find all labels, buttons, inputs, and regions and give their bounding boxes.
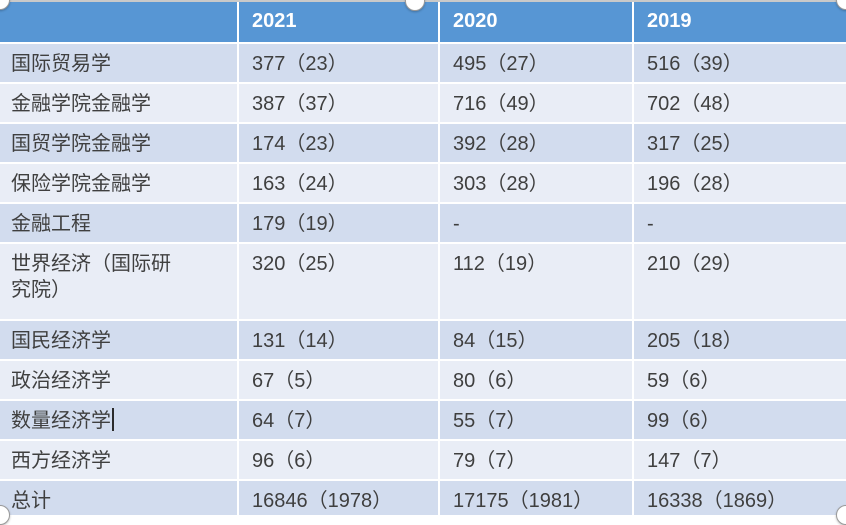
value-cell[interactable]: 320（25） xyxy=(237,242,438,319)
table-row: 政治经济学 67（5） 80（6） 59（6） xyxy=(0,359,846,399)
table-row: 国际贸易学 377（23） 495（27） 516（39） xyxy=(0,42,846,82)
value-cell[interactable]: 59（6） xyxy=(632,359,846,399)
value-cell[interactable]: 84（15） xyxy=(438,319,632,359)
row-label-cell[interactable]: 国民经济学 xyxy=(0,319,237,359)
table-row: 金融学院金融学 387（37） 716（49） 702（48） xyxy=(0,82,846,122)
table-row: 世界经济（国际研究院） 320（25） 112（19） 210（29） xyxy=(0,242,846,319)
value-cell[interactable]: - xyxy=(632,202,846,242)
row-label-cell[interactable]: 保险学院金融学 xyxy=(0,162,237,202)
value-cell[interactable]: 377（23） xyxy=(237,42,438,82)
value-cell[interactable]: 392（28） xyxy=(438,122,632,162)
value-cell[interactable]: 80（6） xyxy=(438,359,632,399)
table-row: 国民经济学 131（14） 84（15） 205（18） xyxy=(0,319,846,359)
table-row: 国贸学院金融学 174（23） 392（28） 317（25） xyxy=(0,122,846,162)
table-row: 保险学院金融学 163（24） 303（28） 196（28） xyxy=(0,162,846,202)
row-label-cell[interactable]: 国贸学院金融学 xyxy=(0,122,237,162)
value-cell[interactable]: 112（19） xyxy=(438,242,632,319)
value-cell[interactable]: 16338（1869） xyxy=(632,479,846,515)
table-header-row: 2021 2020 2019 xyxy=(0,0,846,42)
row-label-cell[interactable]: 国际贸易学 xyxy=(0,42,237,82)
value-cell[interactable]: 55（7） xyxy=(438,399,632,439)
value-cell[interactable]: 179（19） xyxy=(237,202,438,242)
value-cell[interactable]: - xyxy=(438,202,632,242)
column-header-blank[interactable] xyxy=(0,0,237,42)
value-cell[interactable]: 67（5） xyxy=(237,359,438,399)
row-label-cell[interactable]: 政治经济学 xyxy=(0,359,237,399)
text-cursor xyxy=(112,408,114,431)
value-cell[interactable]: 716（49） xyxy=(438,82,632,122)
column-header-2021[interactable]: 2021 xyxy=(237,0,438,42)
value-cell[interactable]: 516（39） xyxy=(632,42,846,82)
value-cell[interactable]: 79（7） xyxy=(438,439,632,479)
value-cell[interactable]: 99（6） xyxy=(632,399,846,439)
value-cell[interactable]: 64（7） xyxy=(237,399,438,439)
table-row: 西方经济学 96（6） 79（7） 147（7） xyxy=(0,439,846,479)
table-row: 数量经济学 64（7） 55（7） 99（6） xyxy=(0,399,846,439)
value-cell[interactable]: 163（24） xyxy=(237,162,438,202)
value-cell[interactable]: 174（23） xyxy=(237,122,438,162)
value-cell[interactable]: 495（27） xyxy=(438,42,632,82)
row-label-cell[interactable]: 数量经济学 xyxy=(0,399,237,439)
row-label-cell[interactable]: 世界经济（国际研究院） xyxy=(0,242,237,319)
value-cell[interactable]: 303（28） xyxy=(438,162,632,202)
table-row-total: 总计 16846（1978） 17175（1981） 16338（1869） xyxy=(0,479,846,515)
value-cell[interactable]: 96（6） xyxy=(237,439,438,479)
value-cell[interactable]: 702（48） xyxy=(632,82,846,122)
row-label-cell[interactable]: 金融工程 xyxy=(0,202,237,242)
column-header-2020[interactable]: 2020 xyxy=(438,0,632,42)
value-cell[interactable]: 210（29） xyxy=(632,242,846,319)
value-cell[interactable]: 196（28） xyxy=(632,162,846,202)
value-cell[interactable]: 16846（1978） xyxy=(237,479,438,515)
table-row: 金融工程 179（19） - - xyxy=(0,202,846,242)
row-label-cell[interactable]: 金融学院金融学 xyxy=(0,82,237,122)
value-cell[interactable]: 205（18） xyxy=(632,319,846,359)
resize-handle-bottom-right[interactable] xyxy=(836,505,846,525)
row-label-cell[interactable]: 总计 xyxy=(0,479,237,515)
value-cell[interactable]: 131（14） xyxy=(237,319,438,359)
row-label-cell[interactable]: 西方经济学 xyxy=(0,439,237,479)
value-cell[interactable]: 17175（1981） xyxy=(438,479,632,515)
column-header-2019[interactable]: 2019 xyxy=(632,0,846,42)
value-cell[interactable]: 147（7） xyxy=(632,439,846,479)
value-cell[interactable]: 387（37） xyxy=(237,82,438,122)
value-cell[interactable]: 317（25） xyxy=(632,122,846,162)
